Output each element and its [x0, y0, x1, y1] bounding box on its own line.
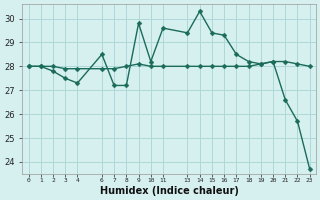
X-axis label: Humidex (Indice chaleur): Humidex (Indice chaleur) [100, 186, 239, 196]
